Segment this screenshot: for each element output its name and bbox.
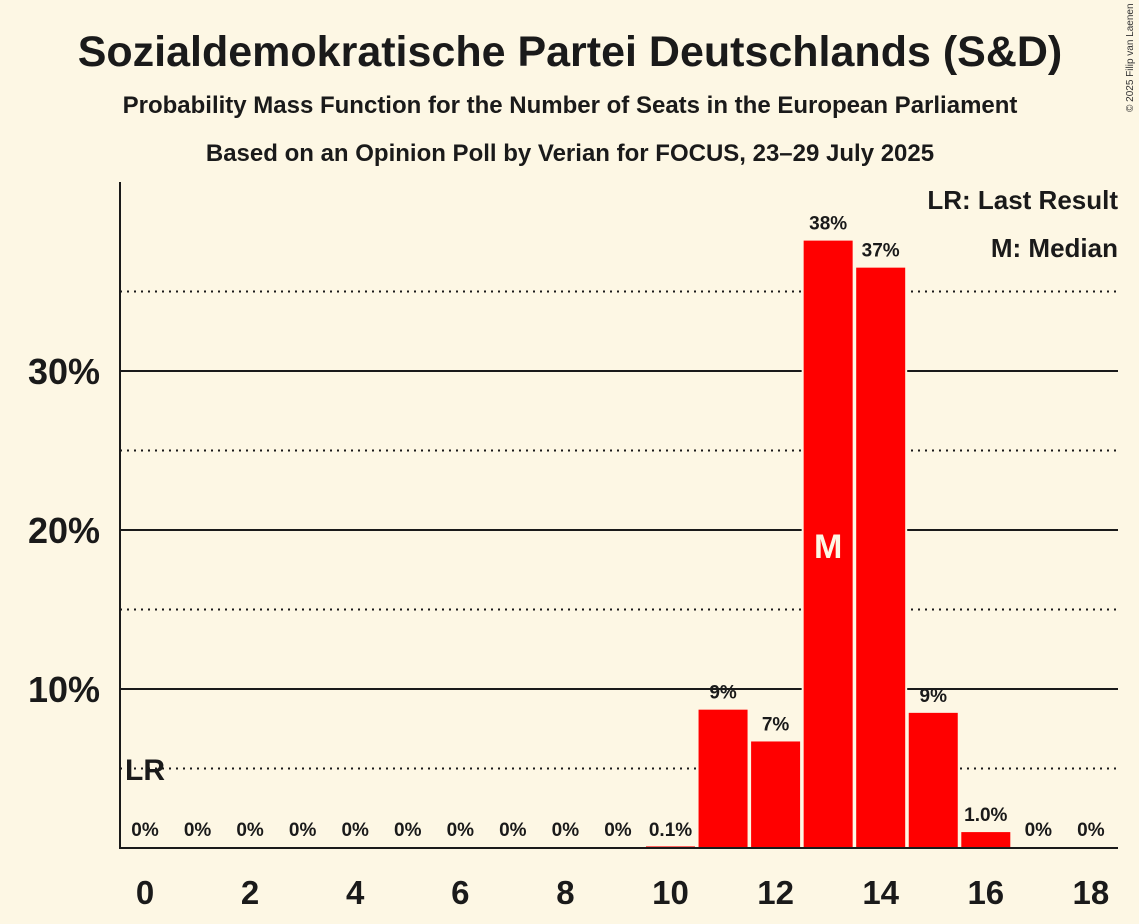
chart-subtitle-source: Based on an Opinion Poll by Verian for F… [206, 140, 934, 167]
x-tick-label: 16 [967, 874, 1004, 911]
bar-background [644, 844, 697, 848]
x-tick-label: 10 [652, 874, 689, 911]
bar-value-label: 7% [762, 714, 790, 735]
chart-subtitle: Probability Mass Function for the Number… [123, 92, 1018, 119]
bar-value-label: 0.1% [649, 820, 692, 841]
chart-title: Sozialdemokratische Partei Deutschlands … [78, 28, 1063, 76]
legend-last-result: LR: Last Result [927, 185, 1118, 215]
y-tick-label: 20% [28, 510, 100, 551]
bar-value-label: 0% [447, 820, 475, 841]
axes: 10% 20% 30% 0 2 4 6 8 10 12 14 16 18 [28, 182, 1118, 911]
bar-value-label: 0% [394, 820, 422, 841]
bar-value-label: 0% [1077, 820, 1105, 841]
x-tick-label: 4 [346, 874, 365, 911]
bar-value-label: 1.0% [964, 805, 1007, 826]
bars [644, 238, 1013, 848]
x-tick-label: 2 [241, 874, 259, 911]
legend-median: M: Median [991, 233, 1118, 263]
y-tick-label: 30% [28, 351, 100, 392]
bar-value-label: 37% [862, 241, 900, 262]
bar [908, 712, 958, 848]
last-result-marker: LR [125, 754, 165, 787]
bar [751, 741, 801, 848]
bar-value-label: 0% [552, 820, 580, 841]
bar-value-label: 0% [1025, 820, 1053, 841]
bar-value-label: 9% [709, 683, 737, 704]
bar-value-labels: 0% 0% 0% 0% 0% 0% 0% 0% 0% 0% 0.1% 9% 7% 38% 37% 9% 1.0%… [125, 214, 1105, 841]
bar-value-label: 0% [499, 820, 527, 841]
bar-value-label: 38% [809, 214, 847, 235]
bar-value-label: 0% [131, 820, 159, 841]
x-tick-label: 14 [862, 874, 899, 911]
copyright-text: © 2025 Filip van Laenen [1125, 3, 1136, 112]
bar-value-label: 0% [604, 820, 632, 841]
bar [856, 267, 906, 848]
x-tick-label: 18 [1073, 874, 1110, 911]
x-tick-label: 0 [136, 874, 154, 911]
bar [803, 240, 853, 848]
x-tick-label: 12 [757, 874, 794, 911]
bar-value-label: 0% [289, 820, 317, 841]
bar [961, 832, 1011, 848]
bar-value-label: 0% [236, 820, 264, 841]
bar-value-label: 0% [341, 820, 369, 841]
x-tick-label: 6 [451, 874, 469, 911]
y-tick-label: 10% [28, 669, 100, 710]
bar-value-label: 0% [184, 820, 212, 841]
median-marker: M [814, 528, 842, 566]
bar [698, 709, 748, 848]
grid-lines [120, 290, 1118, 770]
bar-value-label: 9% [920, 686, 948, 707]
x-tick-label: 8 [556, 874, 574, 911]
